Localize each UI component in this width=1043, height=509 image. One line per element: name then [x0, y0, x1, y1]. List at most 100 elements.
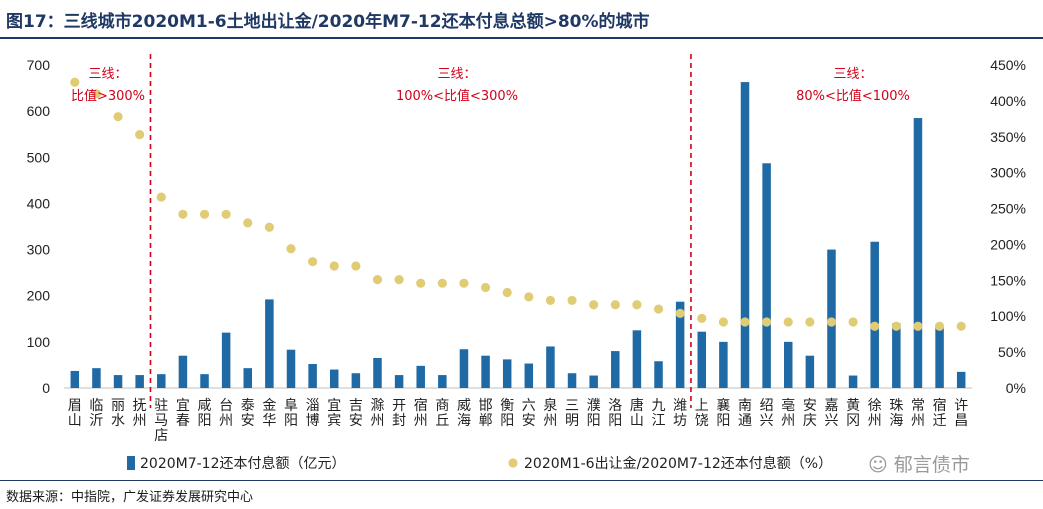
bar [113, 375, 123, 388]
x-tick-label: 洛 [608, 398, 622, 414]
x-tick-label: 江 [652, 413, 666, 429]
bar [589, 375, 598, 388]
x-tick-label: 丘 [435, 413, 449, 429]
y-right-tick-label: 400% [990, 93, 1026, 109]
scatter-point [70, 77, 80, 87]
x-tick-label: 抚 [133, 398, 147, 414]
x-tick-label: 海 [889, 413, 903, 429]
scatter-point [329, 261, 339, 271]
x-tick-label: 山 [630, 413, 644, 429]
x-tick-label: 滁 [370, 398, 384, 414]
bar [913, 118, 923, 389]
watermark: ☺ 郁言债市 [868, 450, 970, 477]
x-tick-label: 水 [111, 413, 125, 429]
scatter-point [437, 278, 447, 288]
x-tick-label: 州 [911, 413, 925, 429]
x-tick-label: 阳 [500, 413, 514, 429]
x-tick-label: 三 [565, 398, 579, 414]
x-tick-label: 封 [392, 413, 406, 429]
scatter-point [891, 321, 901, 331]
watermark-text: 郁言债市 [893, 454, 970, 476]
scatter-point [762, 317, 772, 327]
x-tick-label: 州 [133, 413, 147, 429]
legend-dot-marker [508, 458, 518, 468]
x-tick-label: 州 [219, 413, 233, 429]
x-tick-label: 兴 [760, 413, 774, 429]
bar [848, 375, 858, 388]
scatter-point [91, 89, 102, 99]
annotation-line1: 三线： [833, 67, 872, 82]
scatter-point [934, 321, 945, 331]
y-left-tick-label: 400 [27, 195, 51, 211]
x-tick-label: 六 [522, 398, 536, 414]
x-tick-label: 阳 [284, 413, 298, 429]
bar [70, 370, 80, 388]
bar [329, 369, 339, 388]
bar [200, 374, 209, 388]
bar [459, 349, 469, 388]
y-right-tick-label: 0% [1006, 380, 1026, 396]
scatter-point [135, 130, 145, 140]
x-tick-label: 阜 [284, 397, 298, 414]
x-tick-label: 宜 [176, 398, 190, 414]
x-tick-label: 兴 [824, 413, 838, 429]
x-tick-label: 开 [392, 398, 406, 414]
scatter-point [610, 300, 620, 310]
y-left-tick-label: 500 [27, 149, 51, 165]
scatter-point [156, 192, 166, 202]
x-tick-label: 黄 [846, 397, 860, 414]
x-tick-label: 博 [306, 412, 320, 429]
annotation-line2: 80%<比值<100% [796, 88, 910, 104]
x-tick-label: 台 [219, 398, 233, 414]
x-tick-label: 店 [154, 428, 168, 444]
x-tick-label: 泰 [241, 398, 255, 414]
bar [178, 355, 188, 388]
scatter-point [221, 209, 231, 219]
x-tick-label: 眉 [68, 398, 82, 414]
x-tick-label: 州 [781, 413, 795, 429]
bar [524, 363, 534, 388]
x-tick-label: 威 [457, 398, 471, 414]
x-tick-label: 阳 [608, 413, 622, 429]
scatter-point [913, 321, 923, 331]
bar [416, 365, 425, 388]
scatter-point [502, 287, 512, 298]
scatter-point [848, 317, 858, 327]
bar [265, 299, 274, 388]
x-tick-label: 庆 [803, 413, 817, 429]
x-tick-label: 饶 [695, 413, 709, 429]
legend-bar-marker [127, 456, 135, 470]
x-tick-label: 绍 [760, 398, 774, 414]
bar [286, 349, 296, 388]
bar [805, 355, 815, 388]
scatter-point [589, 300, 599, 310]
scatter-point [264, 222, 274, 232]
bar [438, 375, 447, 388]
x-tick-label: 唐 [630, 397, 644, 414]
y-left-tick-label: 700 [27, 57, 51, 73]
bar [394, 375, 404, 388]
annotation-line2: 100%<比值<300% [396, 88, 518, 104]
bar [611, 351, 620, 388]
annotation-line1: 三线： [437, 67, 476, 82]
bar [157, 374, 166, 388]
bar [632, 330, 642, 388]
y-right-tick-label: 200% [990, 236, 1026, 252]
scatter-point [308, 257, 318, 267]
x-tick-label: 州 [370, 413, 384, 429]
x-tick-label: 安 [241, 413, 255, 429]
y-left-tick-label: 300 [27, 242, 51, 258]
x-tick-label: 淄 [306, 398, 320, 414]
legend-label: 2020M1-6出让金/2020M7-12还本付息额（%） [524, 455, 832, 472]
x-tick-label: 迁 [933, 413, 947, 429]
scatter-point [632, 300, 642, 310]
scatter-point [956, 321, 966, 331]
source-note: 数据来源：中指院，广发证券发展研究中心 [6, 490, 254, 505]
x-tick-label: 珠 [889, 398, 903, 414]
combo-chart: 0 100 200 300 400 500 600 700 0% 50% 100% 150% 200% 2… [27, 54, 1026, 472]
x-tick-label: 马 [154, 413, 168, 429]
bar [935, 325, 944, 388]
scatter-point [394, 275, 404, 285]
title-rule [0, 37, 1043, 39]
scatter-point [697, 313, 707, 323]
